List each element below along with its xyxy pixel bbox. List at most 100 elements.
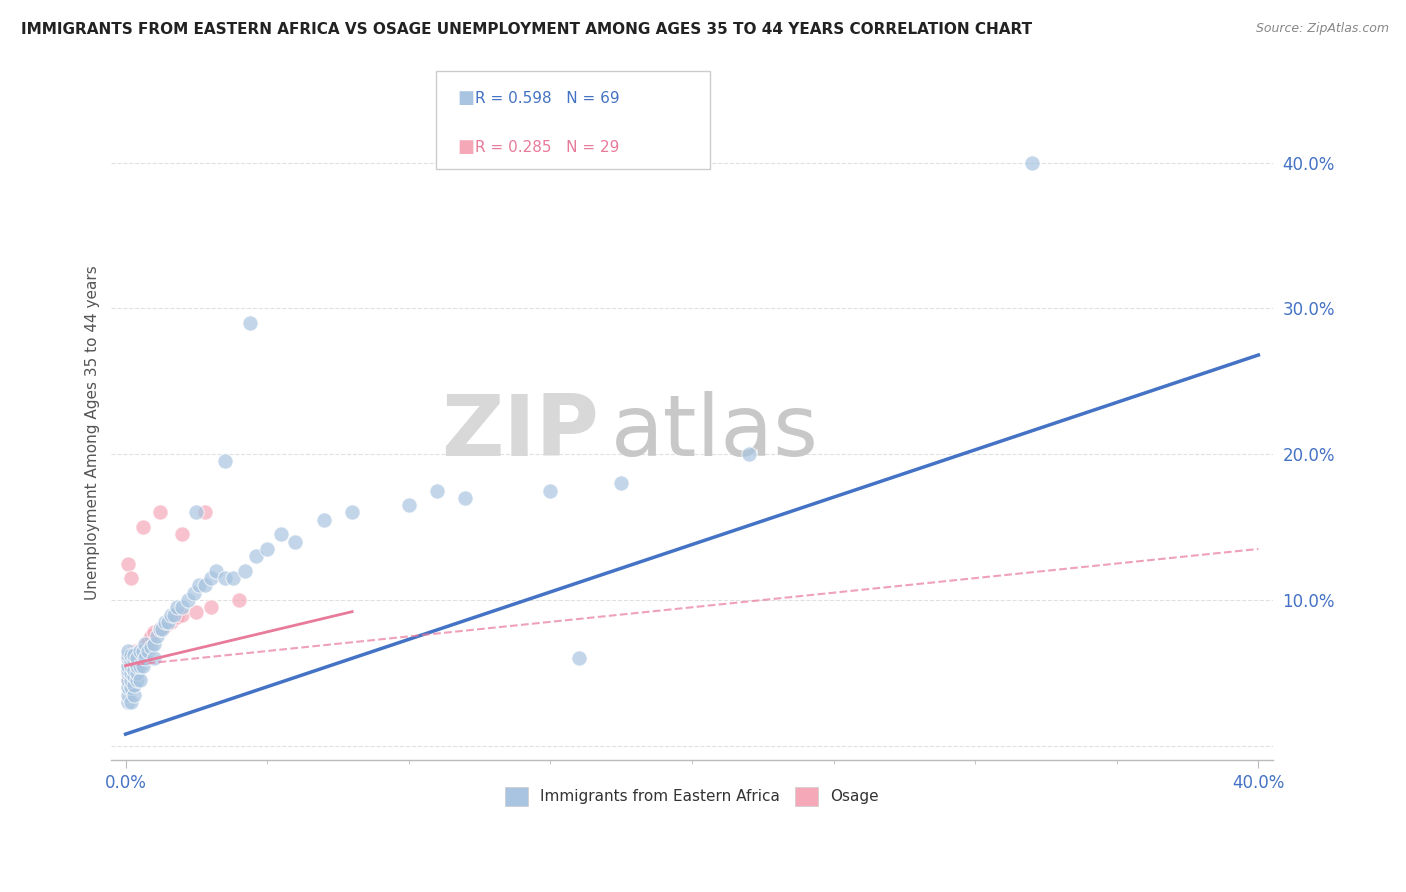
Point (568, 651, 591, 665)
Point (117, 695, 139, 709)
Point (426, 483, 449, 498)
Point (166, 610, 188, 624)
Point (398, 498, 420, 512)
Point (120, 681, 142, 695)
Point (134, 651, 156, 665)
Point (131, 648, 153, 663)
Point (155, 619, 177, 633)
Point (136, 633, 159, 648)
Point (131, 644, 153, 658)
Point (128, 673, 150, 688)
Point (172, 600, 194, 615)
Point (131, 640, 153, 654)
Point (1021, 155, 1043, 169)
Point (117, 665, 139, 680)
Point (239, 316, 262, 330)
Point (125, 665, 148, 680)
Point (134, 640, 156, 654)
Point (142, 625, 165, 640)
Point (117, 673, 139, 688)
Point (194, 578, 217, 592)
Point (340, 506, 363, 520)
Point (148, 506, 170, 520)
Point (284, 534, 307, 549)
Point (122, 654, 145, 668)
Point (120, 571, 142, 585)
Point (205, 564, 228, 578)
Point (157, 615, 180, 629)
Point (125, 651, 148, 665)
Point (186, 506, 208, 520)
Text: Source: ZipAtlas.com: Source: ZipAtlas.com (1256, 22, 1389, 36)
Text: R = 0.598   N = 69: R = 0.598 N = 69 (475, 91, 620, 105)
Point (177, 593, 200, 607)
Point (131, 658, 153, 673)
Point (142, 637, 165, 651)
Point (122, 677, 145, 691)
Point (120, 658, 142, 673)
Point (120, 695, 142, 709)
Point (122, 644, 145, 658)
Point (122, 663, 145, 677)
Text: ■: ■ (457, 89, 474, 107)
Point (183, 585, 205, 599)
Point (125, 644, 148, 658)
Point (150, 622, 173, 636)
Point (245, 549, 267, 564)
Point (139, 640, 162, 654)
Point (125, 658, 148, 673)
Point (186, 605, 208, 619)
Point (610, 476, 633, 491)
Point (117, 644, 139, 658)
Point (120, 673, 142, 688)
Point (120, 669, 142, 683)
Point (163, 607, 186, 622)
Legend: Immigrants from Eastern Africa, Osage: Immigrants from Eastern Africa, Osage (499, 780, 886, 812)
Point (454, 491, 477, 505)
Point (172, 527, 194, 541)
Point (136, 644, 159, 658)
Point (145, 629, 167, 643)
Point (122, 688, 145, 702)
Point (122, 648, 145, 663)
Point (117, 557, 139, 571)
Point (188, 578, 211, 592)
Point (117, 658, 139, 673)
Point (160, 607, 183, 622)
Point (117, 658, 139, 673)
Point (155, 615, 177, 629)
Point (214, 454, 236, 468)
Text: ZIP: ZIP (441, 391, 599, 474)
Point (128, 644, 150, 658)
Point (117, 651, 139, 665)
Point (128, 644, 150, 658)
Y-axis label: Unemployment Among Ages 35 to 44 years: Unemployment Among Ages 35 to 44 years (86, 265, 100, 599)
Point (214, 571, 236, 585)
Point (200, 600, 222, 615)
Point (120, 658, 142, 673)
Text: ■: ■ (457, 138, 474, 156)
Point (125, 658, 148, 673)
Point (148, 622, 170, 636)
Point (120, 648, 142, 663)
Point (312, 513, 335, 527)
Point (270, 527, 292, 541)
Point (538, 483, 561, 498)
Point (131, 520, 153, 534)
Point (125, 651, 148, 665)
Point (117, 665, 139, 680)
Point (222, 571, 245, 585)
Point (117, 688, 139, 702)
Point (120, 654, 142, 668)
Point (122, 669, 145, 683)
Point (117, 681, 139, 695)
Point (139, 629, 162, 643)
Text: atlas: atlas (610, 391, 818, 474)
Point (120, 648, 142, 663)
Point (233, 564, 256, 578)
Point (120, 665, 142, 680)
Point (228, 593, 250, 607)
Point (117, 651, 139, 665)
Point (128, 658, 150, 673)
Text: R = 0.285   N = 29: R = 0.285 N = 29 (475, 140, 620, 154)
